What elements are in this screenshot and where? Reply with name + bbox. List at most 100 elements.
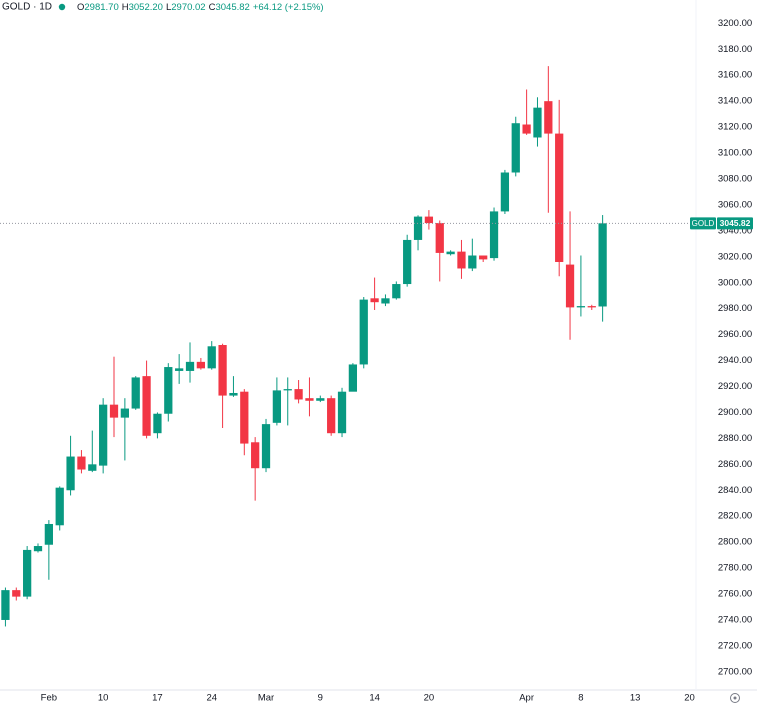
x-tick-label: 8: [578, 693, 583, 704]
ohlc-value: 3052.20: [129, 2, 163, 13]
y-tick-label: 2820.00: [718, 511, 752, 522]
candle-body: [327, 398, 336, 434]
y-tick-label: 2880.00: [718, 433, 752, 444]
candle-body: [392, 284, 401, 299]
y-tick-label: 2760.00: [718, 589, 752, 600]
y-tick-label: 2720.00: [718, 640, 752, 651]
candle-body: [44, 523, 53, 545]
candle-body: [142, 376, 151, 436]
x-tick-label: Mar: [258, 693, 274, 704]
candle-body: [544, 101, 553, 134]
x-tick-label: Apr: [519, 693, 534, 704]
candle-body: [565, 264, 575, 308]
y-tick-label: 3040.00: [718, 225, 752, 236]
y-tick-label: 3100.00: [718, 148, 752, 159]
y-tick-label: 3020.00: [718, 251, 752, 262]
candle-body: [598, 223, 607, 307]
settings-icon[interactable]: [730, 693, 740, 703]
candle-body: [457, 251, 466, 269]
x-tick-label: 13: [630, 693, 641, 704]
candle-body: [99, 404, 108, 466]
symbol-tag-label: GOLD: [692, 219, 715, 228]
candle-body: [251, 442, 260, 469]
candle-body: [88, 464, 97, 471]
candle-body: [12, 590, 21, 597]
candle-body: [555, 133, 564, 262]
y-tick-label: 2840.00: [718, 485, 752, 496]
candle-body: [359, 299, 368, 365]
candle-body: [468, 255, 477, 269]
candle-body: [511, 123, 520, 173]
candle-body: [175, 368, 184, 371]
legend-header: GOLD · 1D O2981.70 H3052.20 L2970.02 C3045.…: [2, 2, 324, 13]
candle-body: [196, 361, 205, 369]
ohlc-value: 2970.02: [171, 2, 205, 13]
candle-body: [185, 361, 195, 371]
symbol-tag: [690, 217, 716, 230]
y-tick-label: 2800.00: [718, 537, 752, 548]
candle-body: [522, 124, 531, 134]
ohlc-value: 3045.82: [215, 2, 249, 13]
x-tick-label: 9: [318, 693, 323, 704]
y-tick-label: 3120.00: [718, 122, 752, 133]
candle-body: [33, 546, 43, 552]
candle-body: [109, 404, 119, 418]
candle-body: [207, 346, 216, 369]
x-tick-label: 10: [98, 693, 109, 704]
candle-body: [218, 345, 227, 396]
x-tick-label: 14: [369, 693, 380, 704]
y-tick-label: 3160.00: [718, 70, 752, 81]
settings-icon-center: [733, 696, 737, 700]
candle-body: [283, 389, 292, 391]
candle-body: [424, 216, 434, 224]
ohlc-label: O: [77, 2, 84, 13]
candle-body: [164, 367, 173, 414]
y-tick-label: 2780.00: [718, 563, 752, 574]
y-tick-label: 2740.00: [718, 614, 752, 625]
candle-body: [131, 377, 140, 409]
x-tick-label: Feb: [41, 693, 57, 704]
status-dot: [58, 3, 66, 11]
candle-body: [337, 391, 347, 434]
ohlc-value: 2981.70: [84, 2, 118, 13]
ohlc-label: H: [122, 2, 129, 13]
y-tick-label: 2900.00: [718, 407, 752, 418]
candle-body: [305, 398, 314, 401]
y-tick-label: 3140.00: [718, 96, 752, 107]
candle-body: [533, 107, 542, 138]
ohlc-label: L: [166, 2, 171, 13]
candle-body: [587, 306, 596, 308]
candle-body: [261, 424, 271, 469]
y-tick-label: 2860.00: [718, 459, 752, 470]
x-tick-label: 20: [424, 693, 435, 704]
y-tick-label: 3000.00: [718, 277, 752, 288]
candle-body: [153, 413, 162, 434]
candle-body: [500, 172, 510, 212]
ohlc-values: O2981.70 H3052.20 L2970.02 C3045.82 +64.12 (…: [77, 2, 324, 13]
candle-body: [316, 398, 325, 401]
y-tick-label: 2960.00: [718, 329, 752, 340]
candle-body: [576, 306, 586, 308]
ohlc-label: C: [209, 2, 216, 13]
price-tag-label: 3045.82: [720, 218, 751, 228]
y-tick-label: 2700.00: [718, 666, 752, 677]
candle-body: [66, 456, 75, 491]
candle-body: [23, 549, 32, 597]
candle-body: [446, 251, 455, 255]
y-tick-label: 3080.00: [718, 174, 752, 185]
candle-body: [240, 391, 249, 444]
candle-body: [272, 390, 282, 423]
change: +64.12 (+2.15%): [253, 2, 324, 13]
symbol: GOLD · 1D: [2, 2, 52, 13]
y-tick-label: 2940.00: [718, 355, 752, 366]
y-tick-label: 3180.00: [718, 44, 752, 55]
candle-body: [348, 364, 358, 392]
y-tick-label: 2920.00: [718, 381, 752, 392]
candle-body: [435, 223, 444, 253]
y-tick-label: 3060.00: [718, 199, 752, 210]
candle-body: [370, 298, 379, 303]
candle-body: [120, 408, 129, 418]
x-tick-label: 20: [684, 693, 695, 704]
